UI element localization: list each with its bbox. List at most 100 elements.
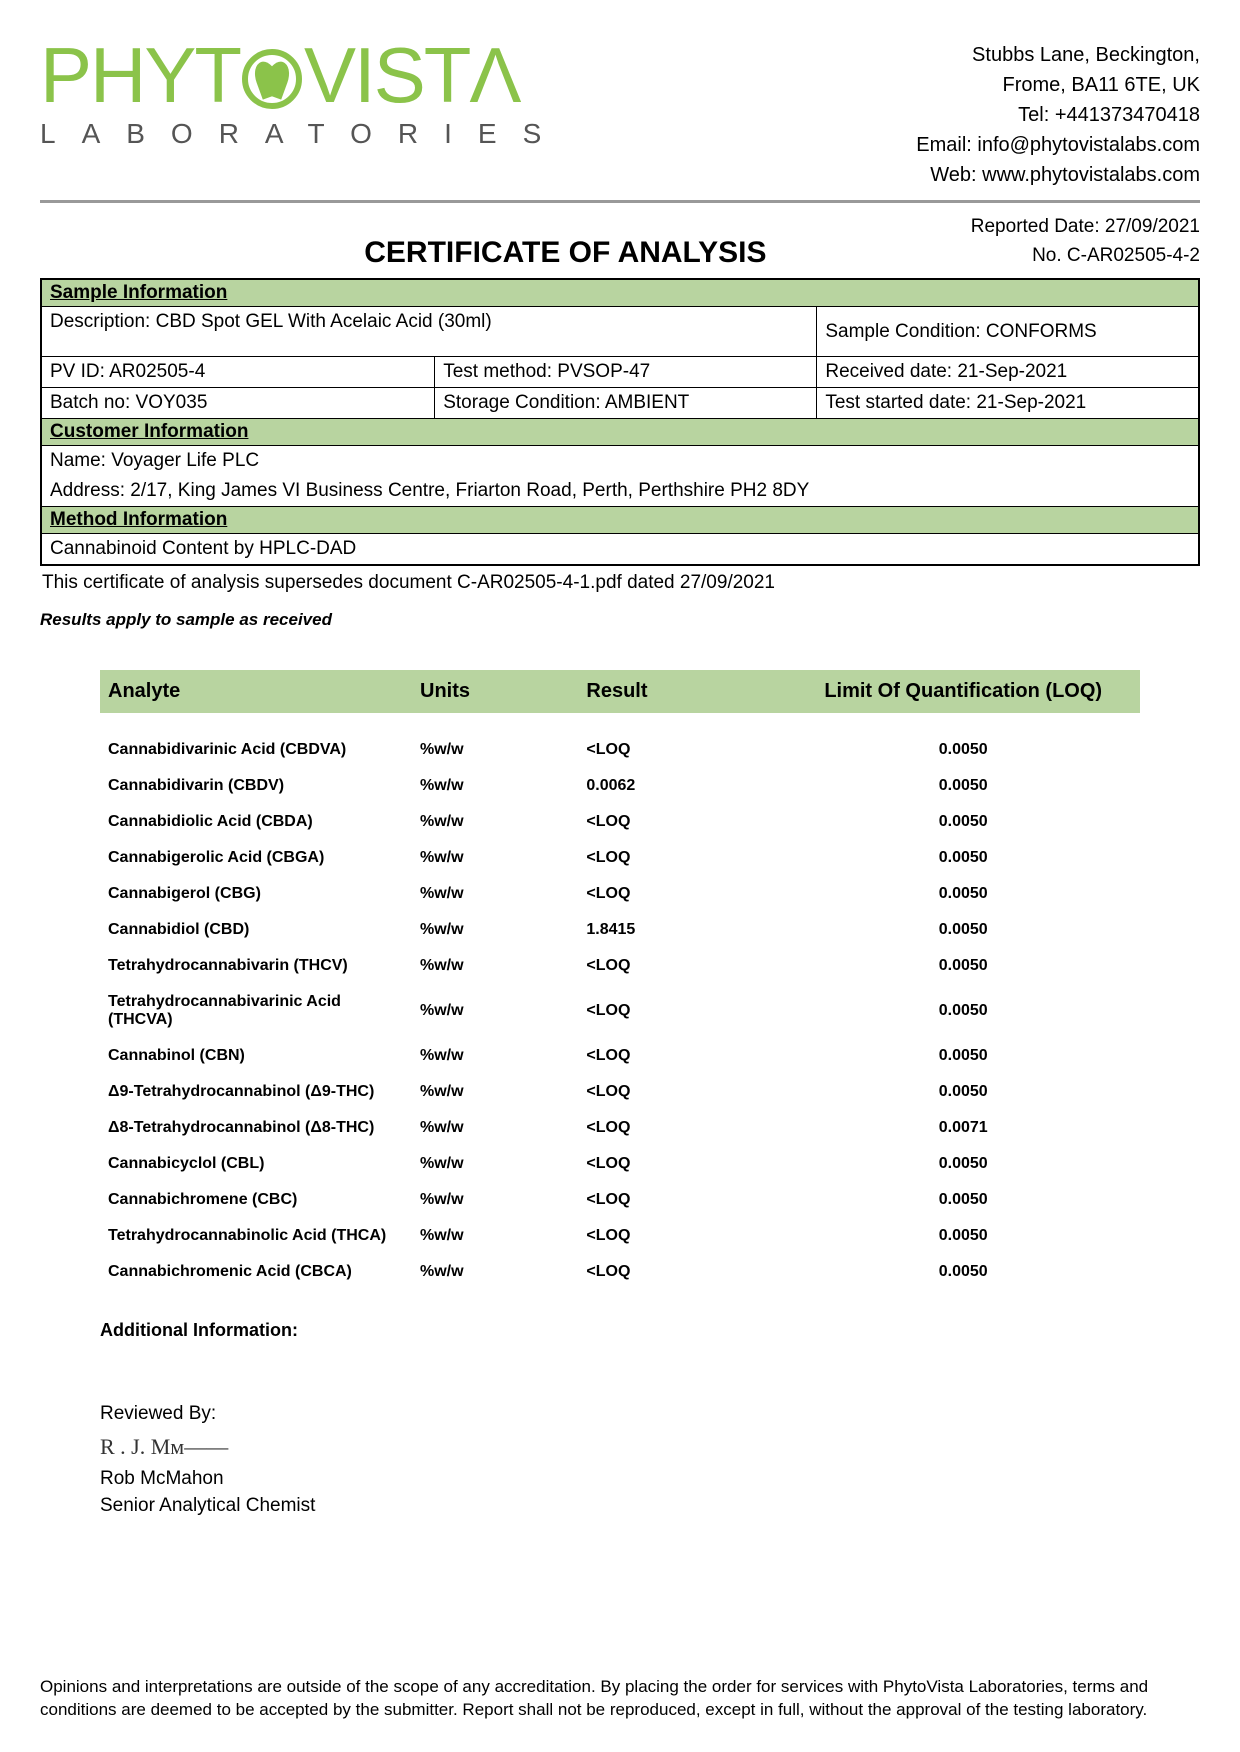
page-header: PHYTVISTΛ LABORATORIES Stubbs Lane, Beck…: [40, 40, 1200, 203]
table-cell: <LOQ: [578, 1182, 786, 1218]
table-cell: <LOQ: [578, 1146, 786, 1182]
table-cell: 0.0050: [786, 804, 1140, 840]
table-cell: <LOQ: [578, 804, 786, 840]
info-table: Sample Information Description: CBD Spot…: [40, 278, 1200, 566]
table-cell: %w/w: [412, 912, 578, 948]
table-cell: Cannabidivarin (CBDV): [100, 768, 412, 804]
table-cell: 0.0050: [786, 948, 1140, 984]
table-cell: <LOQ: [578, 840, 786, 876]
logo-main: PHYTVISTΛ: [40, 40, 567, 110]
table-cell: Cannabidiolic Acid (CBDA): [100, 804, 412, 840]
table-cell: Tetrahydrocannabivarin (THCV): [100, 948, 412, 984]
table-cell: %w/w: [412, 1182, 578, 1218]
disclaimer: Opinions and interpretations are outside…: [40, 1676, 1200, 1722]
table-cell: %w/w: [412, 1146, 578, 1182]
address-line-1: Stubbs Lane, Beckington,: [916, 40, 1200, 70]
results-table: Analyte Units Result Limit Of Quantifica…: [100, 670, 1140, 1290]
table-cell: Cannabigerolic Acid (CBGA): [100, 840, 412, 876]
logo-subtitle: LABORATORIES: [40, 118, 567, 150]
table-cell: 0.0050: [786, 1146, 1140, 1182]
reviewer-name: Rob McMahon: [100, 1466, 1140, 1493]
email: Email: info@phytovistalabs.com: [916, 130, 1200, 160]
table-cell: %w/w: [412, 713, 578, 768]
table-cell: Cannabicyclol (CBL): [100, 1146, 412, 1182]
additional-info-label: Additional Information:: [100, 1320, 1140, 1341]
table-cell: <LOQ: [578, 1074, 786, 1110]
table-cell: Tetrahydrocannabivarinic Acid (THCVA): [100, 984, 412, 1038]
col-result: Result: [578, 670, 786, 713]
table-row: Cannabidivarin (CBDV)%w/w0.00620.0050: [100, 768, 1140, 804]
table-row: Tetrahydrocannabivarinic Acid (THCVA)%w/…: [100, 984, 1140, 1038]
table-cell: 0.0071: [786, 1110, 1140, 1146]
table-cell: <LOQ: [578, 713, 786, 768]
logo-block: PHYTVISTΛ LABORATORIES: [40, 40, 567, 150]
table-cell: %w/w: [412, 1110, 578, 1146]
leaf-icon: [242, 49, 302, 109]
table-cell: <LOQ: [578, 1038, 786, 1074]
title-row: CERTIFICATE OF ANALYSIS Reported Date: 2…: [40, 213, 1200, 270]
table-cell: Cannabidivarinic Acid (CBDVA): [100, 713, 412, 768]
table-cell: %w/w: [412, 1038, 578, 1074]
table-row: Cannabigerol (CBG)%w/w<LOQ0.0050: [100, 876, 1140, 912]
certificate-title: CERTIFICATE OF ANALYSIS: [40, 236, 971, 270]
received-date: Received date: 21-Sep-2021: [817, 357, 1199, 388]
table-row: Cannabinol (CBN)%w/w<LOQ0.0050: [100, 1038, 1140, 1074]
table-cell: <LOQ: [578, 1110, 786, 1146]
reviewer-title: Senior Analytical Chemist: [100, 1493, 1140, 1520]
table-cell: <LOQ: [578, 876, 786, 912]
sample-condition: Sample Condition: CONFORMS: [817, 307, 1199, 357]
table-cell: 0.0050: [786, 876, 1140, 912]
customer-info-header: Customer Information: [41, 419, 1199, 446]
table-cell: 0.0050: [786, 1182, 1140, 1218]
test-started: Test started date: 21-Sep-2021: [817, 388, 1199, 419]
table-cell: 0.0050: [786, 984, 1140, 1038]
table-cell: %w/w: [412, 1074, 578, 1110]
contact-block: Stubbs Lane, Beckington, Frome, BA11 6TE…: [916, 40, 1200, 190]
table-cell: 0.0050: [786, 1218, 1140, 1254]
table-cell: %w/w: [412, 876, 578, 912]
table-cell: 0.0050: [786, 840, 1140, 876]
telephone: Tel: +441373470418: [916, 100, 1200, 130]
table-cell: Tetrahydrocannabinolic Acid (THCA): [100, 1218, 412, 1254]
table-row: Cannabidiol (CBD)%w/w1.84150.0050: [100, 912, 1140, 948]
table-cell: 0.0050: [786, 768, 1140, 804]
reported-date: Reported Date: 27/09/2021: [971, 213, 1200, 242]
signature: R . J. Mᴍ——: [100, 1432, 1140, 1463]
table-row: Δ9-Tetrahydrocannabinol (Δ9-THC)%w/w<LOQ…: [100, 1074, 1140, 1110]
table-row: Tetrahydrocannabinolic Acid (THCA)%w/w<L…: [100, 1218, 1140, 1254]
table-cell: %w/w: [412, 948, 578, 984]
table-cell: <LOQ: [578, 1218, 786, 1254]
review-block: Reviewed By: R . J. Mᴍ—— Rob McMahon Sen…: [100, 1401, 1140, 1520]
table-cell: <LOQ: [578, 1254, 786, 1290]
method-text: Cannabinoid Content by HPLC-DAD: [41, 534, 1199, 566]
table-row: Cannabigerolic Acid (CBGA)%w/w<LOQ0.0050: [100, 840, 1140, 876]
pv-id: PV ID: AR02505-4: [41, 357, 435, 388]
batch-no: Batch no: VOY035: [41, 388, 435, 419]
table-cell: 0.0050: [786, 1254, 1140, 1290]
table-cell: %w/w: [412, 984, 578, 1038]
table-cell: 0.0050: [786, 1038, 1140, 1074]
table-cell: %w/w: [412, 768, 578, 804]
table-cell: 0.0050: [786, 912, 1140, 948]
table-row: Cannabidivarinic Acid (CBDVA)%w/w<LOQ0.0…: [100, 713, 1140, 768]
table-cell: Cannabichromenic Acid (CBCA): [100, 1254, 412, 1290]
table-cell: %w/w: [412, 804, 578, 840]
table-row: Tetrahydrocannabivarin (THCV)%w/w<LOQ0.0…: [100, 948, 1140, 984]
table-cell: 0.0062: [578, 768, 786, 804]
sample-description: Description: CBD Spot GEL With Acelaic A…: [41, 307, 817, 357]
table-row: Δ8-Tetrahydrocannabinol (Δ8-THC)%w/w<LOQ…: [100, 1110, 1140, 1146]
report-meta: Reported Date: 27/09/2021 No. C-AR02505-…: [971, 213, 1200, 270]
table-cell: Δ8-Tetrahydrocannabinol (Δ8-THC): [100, 1110, 412, 1146]
col-analyte: Analyte: [100, 670, 412, 713]
report-number: No. C-AR02505-4-2: [971, 242, 1200, 271]
method-info-header: Method Information: [41, 507, 1199, 534]
col-units: Units: [412, 670, 578, 713]
supersede-note: This certificate of analysis supersedes …: [40, 566, 1200, 598]
address-line-2: Frome, BA11 6TE, UK: [916, 70, 1200, 100]
table-cell: 0.0050: [786, 1074, 1140, 1110]
col-loq: Limit Of Quantification (LOQ): [786, 670, 1140, 713]
table-cell: Δ9-Tetrahydrocannabinol (Δ9-THC): [100, 1074, 412, 1110]
table-cell: %w/w: [412, 1218, 578, 1254]
table-cell: %w/w: [412, 840, 578, 876]
table-row: Cannabicyclol (CBL)%w/w<LOQ0.0050: [100, 1146, 1140, 1182]
